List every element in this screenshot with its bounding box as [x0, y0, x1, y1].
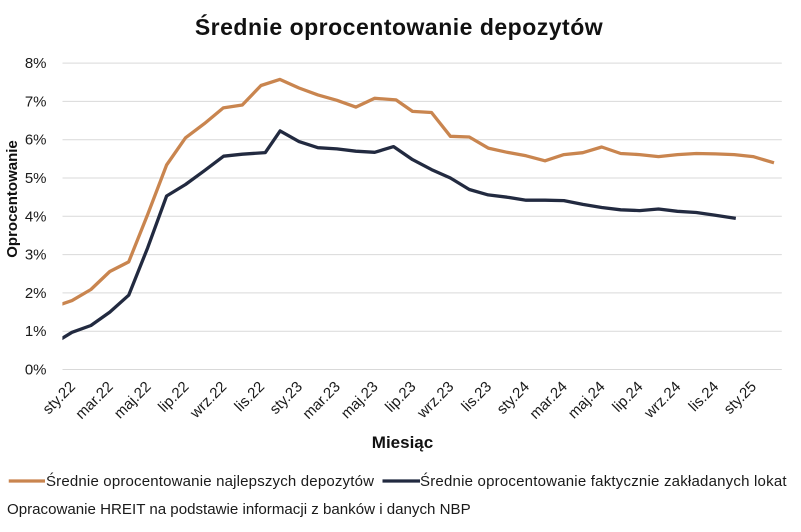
- svg-text:5%: 5%: [25, 170, 47, 187]
- svg-text:2%: 2%: [25, 285, 47, 302]
- svg-text:Średnie oprocentowanie najleps: Średnie oprocentowanie najlepszych depoz…: [46, 472, 374, 490]
- svg-text:4%: 4%: [25, 208, 47, 225]
- svg-text:Średnie oprocentowanie depozyt: Średnie oprocentowanie depozytów: [195, 13, 603, 40]
- svg-text:Opracowanie HREIT na podstawie: Opracowanie HREIT na podstawie informacj…: [7, 501, 471, 518]
- svg-text:3%: 3%: [25, 247, 47, 264]
- svg-text:Średnie oprocentowanie faktycz: Średnie oprocentowanie faktycznie zakład…: [420, 472, 787, 490]
- svg-text:8%: 8%: [25, 55, 47, 72]
- svg-text:1%: 1%: [25, 323, 47, 340]
- svg-text:Miesiąc: Miesiąc: [372, 433, 433, 452]
- svg-text:0%: 0%: [25, 362, 47, 379]
- svg-text:Oprocentowanie: Oprocentowanie: [4, 140, 21, 258]
- svg-text:6%: 6%: [25, 132, 47, 149]
- svg-text:7%: 7%: [25, 93, 47, 110]
